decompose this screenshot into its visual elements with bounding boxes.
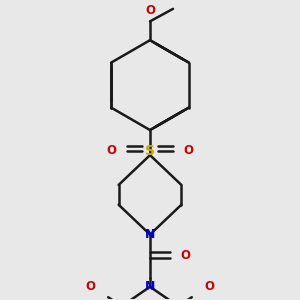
Text: N: N	[145, 280, 155, 293]
Text: O: O	[180, 249, 190, 262]
Text: N: N	[145, 228, 155, 241]
Text: O: O	[86, 280, 96, 293]
Text: O: O	[204, 280, 214, 293]
Text: S: S	[145, 144, 155, 158]
Text: O: O	[145, 4, 155, 17]
Text: O: O	[106, 144, 117, 158]
Text: O: O	[183, 144, 194, 158]
